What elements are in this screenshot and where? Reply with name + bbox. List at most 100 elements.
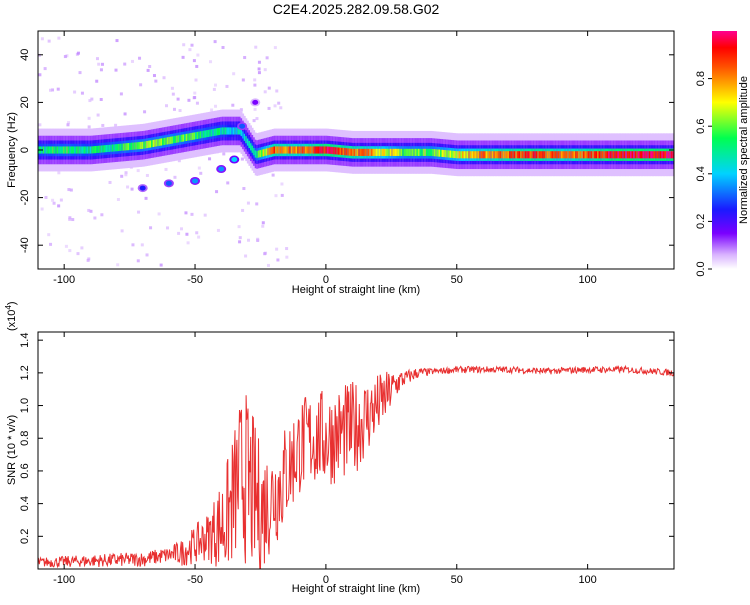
heatmap-cell [600,151,603,159]
heatmap-cell [353,148,356,156]
spectrogram-panel: -100 -50 0 50 100 -40 -20 0 20 40 Height of strai… [6,30,675,296]
heatmap-cell [548,151,551,159]
heatmap-speckle [119,92,123,96]
snr-y-tick-label: 1.0 [19,398,31,413]
heatmap-speckle [263,252,267,256]
heatmap-speckle [212,87,216,91]
heatmap-speckle [95,57,99,61]
heatmap-cell [617,151,620,159]
heatmap-cell [520,151,523,159]
heatmap-speckle [179,227,183,231]
heatmap-cell [264,148,267,157]
heatmap-cell [58,146,61,154]
spectrogram-y-tick-label: -40 [19,237,31,253]
heatmap-cell [242,131,245,139]
heatmap-speckle [195,64,199,68]
heatmap-cell [418,148,420,156]
heatmap-cell [287,146,290,154]
heatmap-cell [110,144,113,152]
heatmap-cell [149,140,152,148]
heatmap-speckle [215,190,219,194]
heatmap-cell [267,148,270,156]
heatmap-speckle [64,244,68,248]
heatmap-cell [454,150,457,159]
heatmap-cell [403,148,406,156]
heatmap-cell [543,151,546,159]
heatmap-cell [402,148,405,156]
heatmap-speckle [261,221,265,225]
colorbar-tick-label: 0.4 [695,166,707,181]
heatmap-cell [352,148,355,156]
heatmap-cell [526,151,529,159]
heatmap-cell [190,133,193,141]
heatmap-branch-point [192,178,199,184]
heatmap-cell [59,146,62,154]
heatmap-cell [430,148,433,156]
heatmap-cell [330,146,333,154]
heatmap-cell [531,151,534,159]
heatmap-cell [356,148,359,156]
heatmap-cell [546,151,549,159]
heatmap-cell [663,151,665,159]
heatmap-branch-point [239,123,246,129]
heatmap-speckle [195,101,199,105]
heatmap-speckle [246,201,250,205]
heatmap-speckle [190,43,194,47]
heatmap-cell [625,151,628,159]
heatmap-cell [77,146,80,154]
heatmap-speckle [71,218,75,222]
colorbar-gradient [712,31,737,269]
heatmap-speckle [157,212,161,216]
heatmap-cell [160,138,163,146]
heatmap-speckle [80,246,84,250]
heatmap-cell [411,148,414,156]
snr-xlabel: Height of straight line (km) [292,583,420,595]
heatmap-cell [573,151,576,159]
snr-y-tick-label: 0.6 [19,463,31,478]
heatmap-cell [326,146,329,154]
heatmap-cell [253,148,256,156]
heatmap-speckle [199,171,203,175]
heatmap-speckle [99,68,103,72]
heatmap-cell [129,142,132,151]
heatmap-cell [386,148,389,156]
heatmap-cell [468,151,471,159]
heatmap-cell [224,127,227,135]
heatmap-speckle [144,196,148,200]
heatmap-cell [499,151,502,159]
heatmap-speckle [257,67,261,71]
heatmap-cell [504,151,507,159]
heatmap-speckle [124,171,128,175]
heatmap-cell [644,151,647,159]
heatmap-speckle [76,51,80,55]
heatmap-cell [515,151,518,159]
heatmap-cell [337,147,340,155]
heatmap-speckle [87,125,91,129]
heatmap-cell [443,149,446,158]
heatmap-speckle [274,194,278,198]
heatmap-cell [480,151,483,159]
heatmap-cell [570,151,573,159]
heatmap-cell [276,146,279,154]
heatmap-cell [231,127,234,135]
heatmap-branch-point [218,166,225,172]
heatmap-speckle [136,259,140,263]
heatmap-cell [86,146,89,154]
heatmap-cell [45,146,48,154]
heatmap-cell [523,151,526,159]
heatmap-speckle [131,243,135,247]
heatmap-cell [308,146,311,154]
heatmap-cell [370,148,373,156]
heatmap-cell [363,148,366,156]
heatmap-cell [199,131,202,139]
heatmap-cell [374,148,377,156]
heatmap-cell [322,146,325,154]
heatmap-speckle [38,73,42,77]
heatmap-cell [53,146,56,154]
heatmap-cell [141,141,144,149]
heatmap-speckle [49,88,53,92]
heatmap-speckle [214,104,218,108]
heatmap-cell [377,148,380,156]
heatmap-cell [427,148,430,156]
heatmap-cell [592,151,595,159]
